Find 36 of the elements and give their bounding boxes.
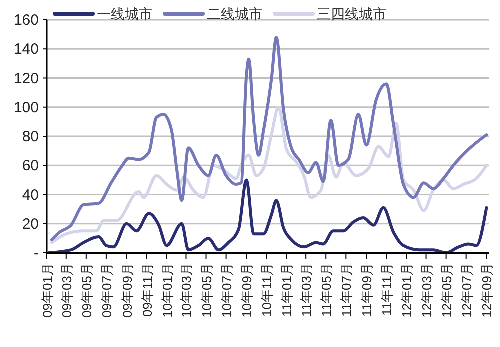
x-tick-label: 12年07月 (459, 263, 474, 318)
y-tick-label: 140 (14, 41, 39, 58)
x-tick-label: 11年05月 (319, 263, 334, 317)
x-tick-label: 11年07月 (339, 263, 354, 317)
legend-label: 二线城市 (207, 6, 263, 22)
x-tick-label: 10年05月 (199, 263, 214, 318)
x-tick-label: 12年05月 (439, 263, 454, 318)
x-tick-label: 09年05月 (79, 263, 94, 318)
x-tick-label: 09年09月 (120, 263, 135, 318)
x-tick-label: 12年03月 (419, 263, 434, 318)
legend-label: 三四线城市 (317, 6, 387, 22)
x-tick-label: 11年11月 (380, 263, 395, 316)
y-tick-label: - (34, 245, 39, 262)
x-tick-label: 12年01月 (400, 263, 415, 318)
y-tick-label: 20 (22, 216, 39, 233)
x-tick-label: 10年07月 (219, 263, 234, 318)
x-tick-label: 10年01月 (160, 263, 175, 318)
line-series (50, 36, 488, 242)
x-tick-label: 09年01月 (40, 263, 55, 318)
y-tick-label: 40 (22, 186, 39, 204)
y-tick-label: 80 (22, 128, 39, 146)
x-tick-label: 09年11月 (140, 263, 155, 317)
y-tick-label: 160 (14, 12, 39, 29)
x-tick-label: 09年03月 (59, 263, 74, 318)
y-tick-label: 120 (14, 70, 39, 88)
y-tick-label: 100 (14, 99, 39, 116)
x-tick-label: 10年11月 (260, 263, 275, 317)
legend-label: 一线城市 (97, 6, 153, 22)
x-tick-label: 12年09月 (480, 263, 495, 318)
x-tick-label: 11年09月 (360, 263, 375, 317)
x-tick-label: 10年09月 (240, 263, 255, 318)
x-tick-label: 10年03月 (179, 263, 194, 318)
x-tick-label: 11年03月 (299, 263, 314, 317)
x-tick-label: 11年01月 (280, 263, 295, 317)
x-tick-label: 09年07月 (99, 263, 114, 318)
y-tick-label: 60 (22, 158, 39, 175)
